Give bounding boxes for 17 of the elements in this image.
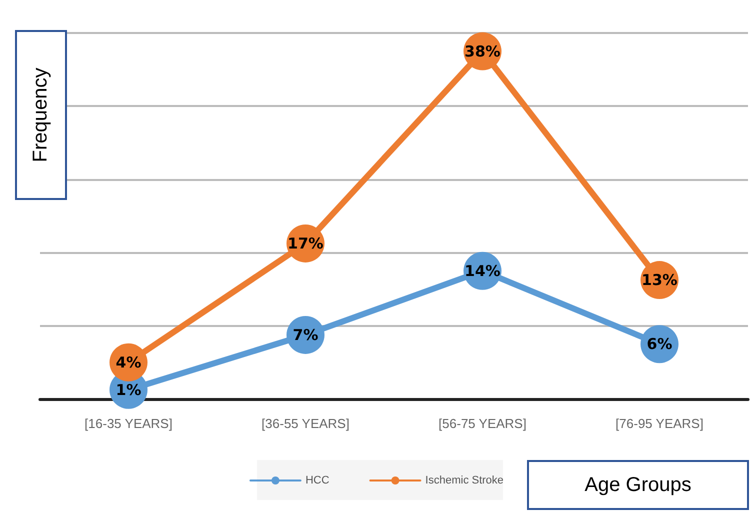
data-label: 13% (642, 271, 678, 290)
data-label: 7% (292, 326, 318, 344)
x-tick-label: [56-75 YEARS] (438, 416, 526, 431)
data-label: 17% (288, 234, 324, 252)
y-axis-title: Frequency (30, 68, 52, 162)
legend-label: HCC (305, 474, 330, 486)
label-frame: Age Groups (527, 460, 749, 510)
x-tick-label: [76-95 YEARS] (616, 416, 704, 431)
data-label: 1% (116, 380, 142, 399)
data-label: 4% (116, 353, 142, 372)
legend-label: Ischemic Stroke (425, 474, 504, 486)
label-frame: Frequency (15, 30, 67, 200)
data-label: 6% (646, 335, 672, 354)
data-label: 38% (464, 42, 500, 60)
x-tick-label: [36-55 YEARS] (262, 416, 350, 431)
x-tick-label: [16-35 YEARS] (84, 416, 172, 431)
data-label: 14% (464, 262, 500, 280)
